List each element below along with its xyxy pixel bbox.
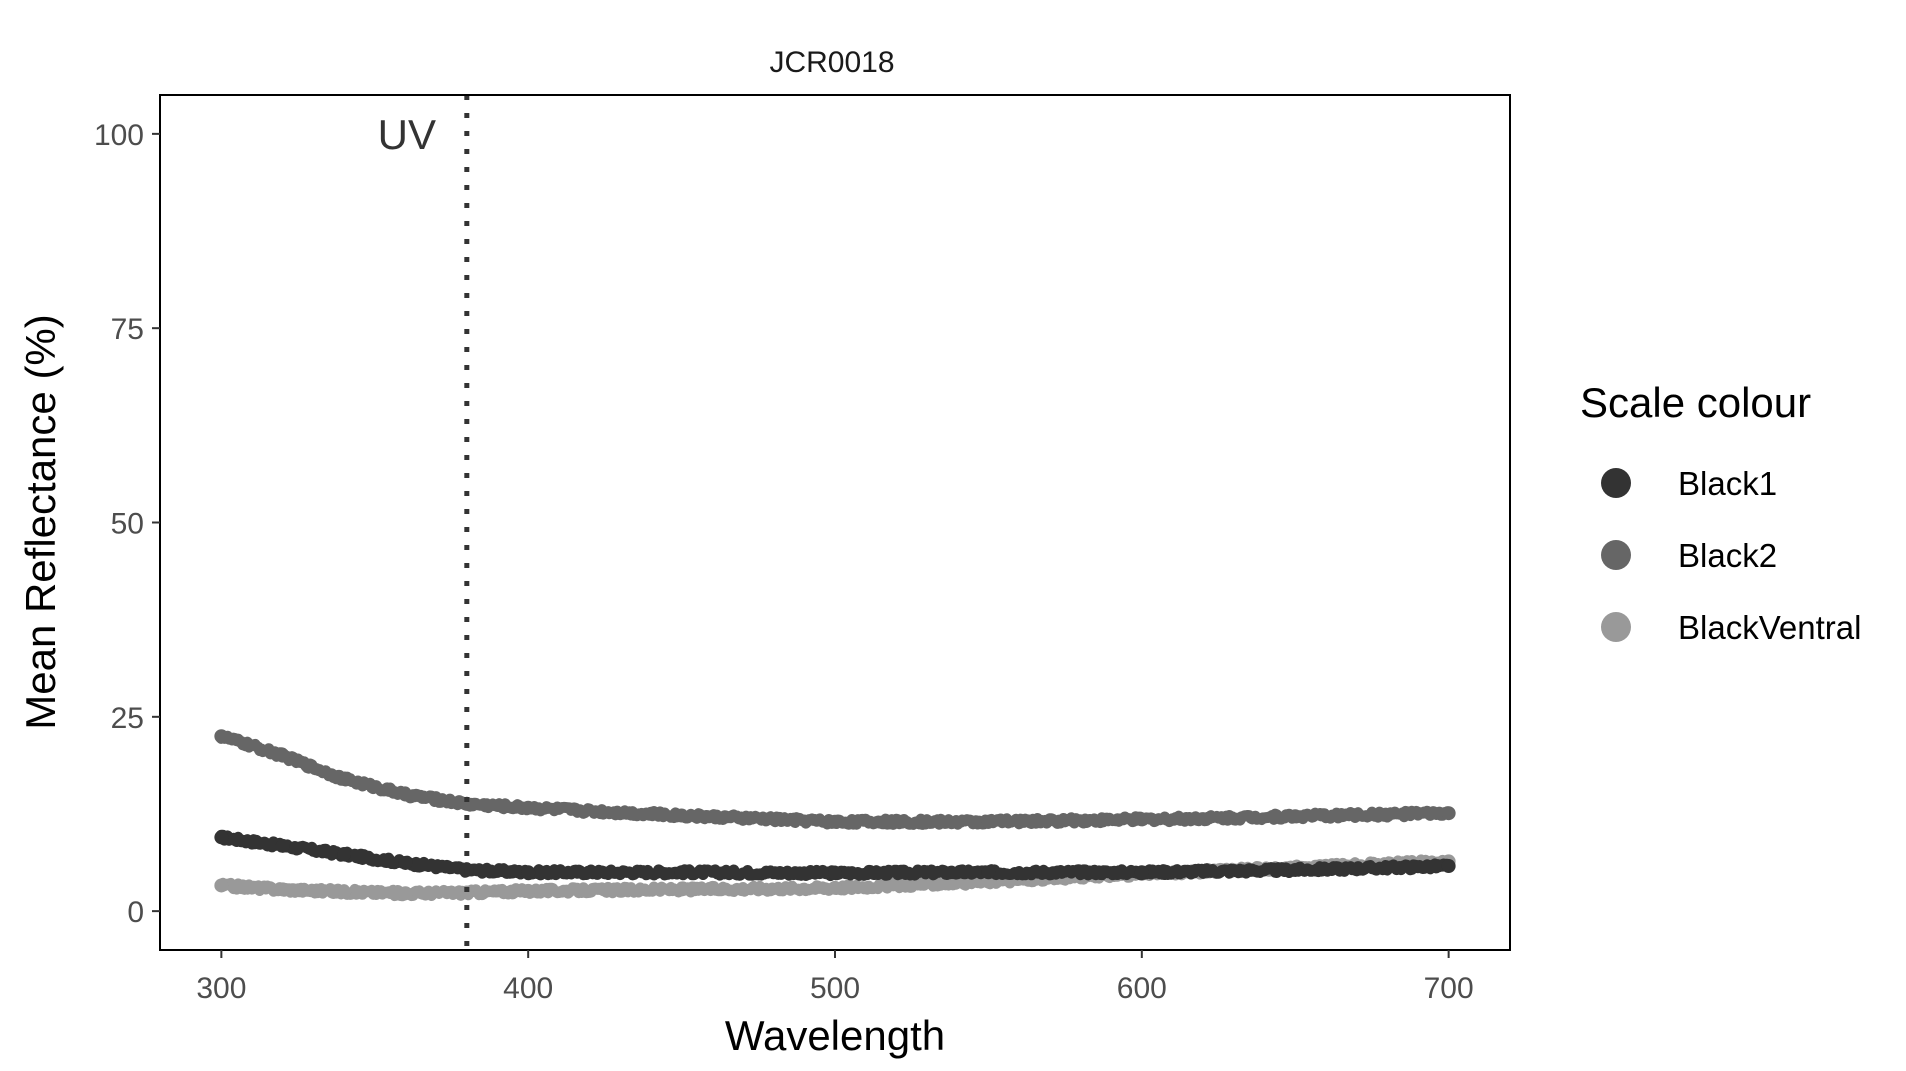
data-point bbox=[337, 884, 352, 899]
x-tick-label: 400 bbox=[503, 972, 553, 1005]
data-point bbox=[398, 886, 413, 901]
data-point bbox=[521, 800, 536, 815]
y-axis: 0 25 50 75 100 bbox=[94, 119, 160, 929]
data-point bbox=[981, 814, 996, 829]
data-point bbox=[828, 866, 842, 881]
legend: Scale colour Black1 Black2 BlackVentral bbox=[1580, 379, 1861, 646]
data-point bbox=[1288, 862, 1303, 877]
data-point bbox=[459, 885, 474, 900]
chart-title: JCR0018 bbox=[769, 46, 894, 79]
y-axis-title: Mean Reflectance (%) bbox=[17, 314, 64, 730]
legend-key-BlackVentral bbox=[1601, 612, 1631, 642]
data-point bbox=[674, 882, 689, 897]
data-point bbox=[1134, 812, 1149, 827]
data-point bbox=[337, 847, 352, 862]
legend-title: Scale colour bbox=[1580, 379, 1811, 426]
y-tick-label: 0 bbox=[127, 896, 144, 929]
x-tick-label: 500 bbox=[810, 972, 860, 1005]
y-tick-label: 100 bbox=[94, 119, 144, 152]
legend-label-Black1: Black1 bbox=[1678, 465, 1777, 502]
y-tick-label: 50 bbox=[111, 508, 144, 541]
data-point bbox=[1134, 865, 1149, 880]
data-point bbox=[674, 808, 689, 823]
data-point bbox=[214, 878, 229, 893]
data-point bbox=[275, 748, 290, 763]
data-point bbox=[828, 814, 842, 829]
plot-area: UV bbox=[214, 95, 1456, 950]
data-point bbox=[398, 787, 413, 802]
x-axis-title: Wavelength bbox=[725, 1012, 945, 1059]
data-point bbox=[1288, 809, 1303, 824]
x-tick-label: 700 bbox=[1424, 972, 1474, 1005]
data-point bbox=[1441, 859, 1456, 874]
data-point bbox=[214, 830, 229, 845]
data-point bbox=[275, 838, 290, 853]
data-point bbox=[214, 729, 229, 744]
x-tick-label: 300 bbox=[196, 972, 246, 1005]
y-tick-label: 75 bbox=[111, 313, 144, 346]
data-point bbox=[459, 796, 474, 811]
data-point bbox=[828, 880, 842, 895]
legend-label-Black2: Black2 bbox=[1678, 537, 1777, 574]
data-point bbox=[521, 883, 536, 898]
data-point bbox=[398, 855, 413, 870]
data-point bbox=[521, 865, 536, 880]
data-point bbox=[981, 865, 996, 880]
data-point bbox=[674, 865, 689, 880]
series-Black2 bbox=[214, 729, 1456, 830]
series-Black1 bbox=[214, 829, 1456, 882]
legend-key-Black2 bbox=[1601, 540, 1631, 570]
uv-label: UV bbox=[378, 111, 436, 158]
data-point bbox=[275, 882, 290, 897]
x-tick-label: 600 bbox=[1117, 972, 1167, 1005]
legend-label-BlackVentral: BlackVentral bbox=[1678, 609, 1861, 646]
series-line-Black2 bbox=[215, 730, 1455, 830]
y-tick-label: 25 bbox=[111, 702, 144, 735]
x-axis: 300 400 500 600 700 bbox=[196, 950, 1474, 1005]
data-point bbox=[1441, 806, 1456, 821]
legend-key-Black1 bbox=[1601, 468, 1631, 498]
data-point bbox=[337, 772, 352, 786]
